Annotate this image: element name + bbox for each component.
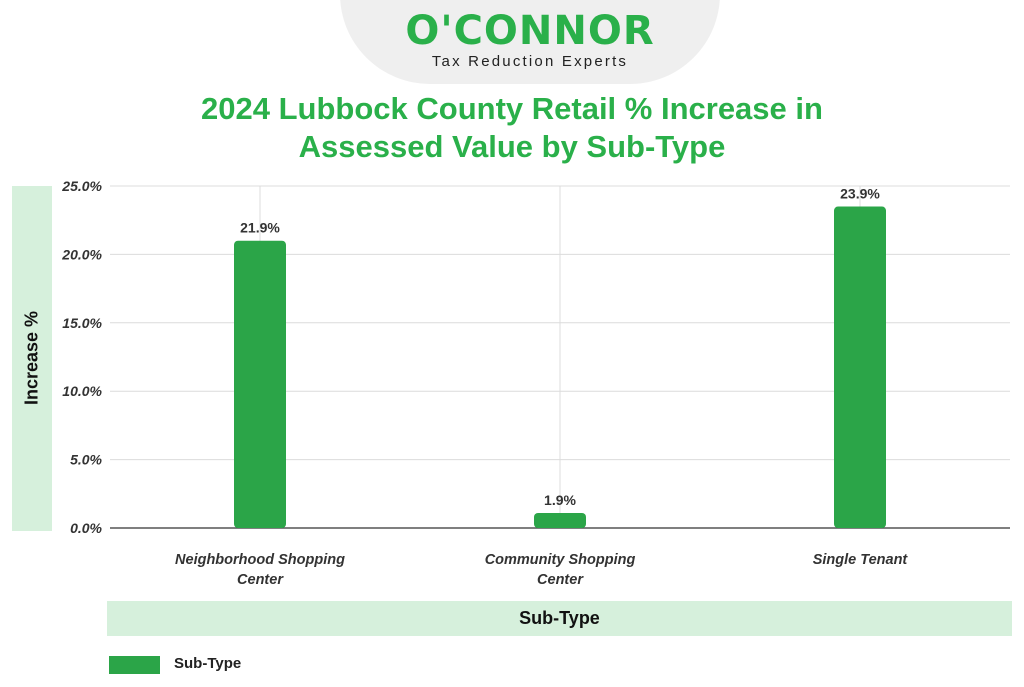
- x-tick-label: Center: [237, 572, 284, 588]
- legend-swatch: [109, 656, 160, 674]
- x-axis-label-band: [107, 601, 1012, 636]
- y-tick-label: 0.0%: [70, 520, 102, 536]
- x-tick-label: Single Tenant: [813, 552, 909, 568]
- y-axis-label-band: [12, 186, 52, 531]
- x-tick-label: Center: [537, 572, 584, 588]
- chart-plot: 0.0% 5.0% 10.0% 15.0% 20.0% 25.0% 21.9% Neighbo…: [61, 178, 1010, 588]
- bar: [534, 512, 586, 528]
- data-label: 23.9%: [840, 186, 880, 202]
- x-axis-label: Sub-Type: [519, 608, 600, 628]
- chart-title: 2024 Lubbock County Retail % Increase in…: [130, 90, 894, 166]
- legend-label: Sub-Type: [174, 655, 242, 672]
- x-tick-label: Neighborhood Shopping: [175, 552, 345, 568]
- brand-logo: O'CONNOR: [405, 8, 655, 54]
- data-label: 1.9%: [544, 492, 576, 508]
- y-tick-label: 5.0%: [70, 452, 102, 468]
- brand-tagline: Tax Reduction Experts: [431, 53, 629, 70]
- chart-title-line-1: 2024 Lubbock County Retail % Increase in: [201, 91, 823, 126]
- logo-background: [340, 0, 720, 84]
- bar: [834, 206, 886, 528]
- x-tick-label: Community Shopping: [485, 552, 636, 568]
- y-tick-label: 10.0%: [62, 383, 102, 399]
- y-tick-label: 15.0%: [62, 315, 102, 331]
- data-label: 21.9%: [240, 220, 280, 236]
- chart-title-line-2: Assessed Value by Sub-Type: [298, 129, 726, 164]
- y-tick-label: 20.0%: [61, 246, 102, 262]
- y-tick-label: 25.0%: [61, 178, 102, 194]
- bar: [234, 240, 286, 528]
